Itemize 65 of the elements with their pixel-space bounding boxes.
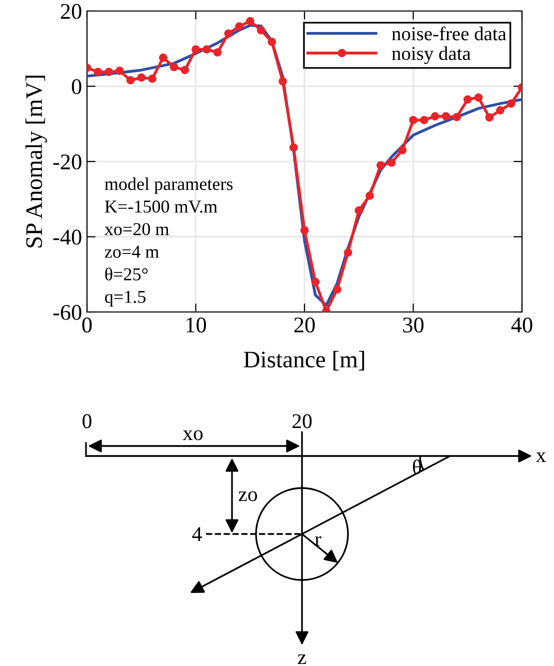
y-tick-label: -20 [53, 154, 82, 170]
point [115, 66, 124, 75]
point [180, 66, 190, 74]
annotation: K=-1500 mV.m [104, 200, 218, 213]
point [485, 113, 494, 122]
point [366, 192, 374, 200]
point [170, 62, 178, 72]
point [496, 106, 504, 114]
point [387, 158, 396, 167]
point [158, 53, 168, 62]
point [376, 161, 385, 170]
point [224, 29, 233, 38]
y-tick-label: -40 [53, 230, 82, 245]
point [268, 38, 276, 46]
legend-label: noise-free data [392, 26, 506, 40]
point [256, 26, 266, 34]
point [148, 74, 156, 83]
y-tick-label: -60 [53, 304, 82, 320]
text: zo [238, 491, 258, 502]
text: z [298, 654, 306, 664]
point [344, 248, 352, 257]
point [289, 143, 298, 152]
point [332, 285, 342, 294]
legend-label: noisy data [392, 46, 471, 64]
annotation: xo=20 m [104, 223, 169, 236]
text: xo [182, 430, 203, 440]
point [213, 48, 222, 57]
point [463, 95, 472, 104]
point [202, 45, 211, 54]
y-axis-title: SP Anomaly [mV] [25, 76, 47, 248]
point [311, 278, 320, 286]
annotation: θ=25° [105, 268, 148, 280]
point [452, 112, 461, 122]
point [235, 22, 244, 31]
x-tick-label: 0 [82, 318, 92, 332]
point [430, 112, 440, 121]
text: 4 [192, 527, 202, 542]
x-tick-label: 30 [403, 318, 424, 332]
point [126, 76, 135, 84]
text: x [536, 452, 546, 462]
y-tick-label: 20 [60, 4, 82, 19]
x-tick-label: 10 [186, 318, 206, 332]
point [137, 73, 146, 82]
point [474, 93, 483, 102]
point [420, 116, 428, 124]
point [354, 206, 364, 215]
point [398, 146, 407, 154]
x-axis-title: Distance [m] [244, 350, 364, 370]
point [246, 16, 254, 26]
text: 0 [82, 414, 92, 428]
point [506, 99, 516, 108]
annotation: zo=4 m [104, 246, 159, 258]
point [94, 68, 102, 76]
x-tick-label: 20 [294, 318, 315, 332]
x-tick-label: 40 [511, 318, 532, 332]
point [278, 77, 287, 86]
y-tick-label: 0 [72, 79, 82, 94]
text: 20 [292, 414, 312, 428]
point [442, 112, 450, 121]
point [409, 116, 418, 124]
point [104, 68, 113, 76]
point [300, 226, 309, 235]
point [192, 45, 200, 54]
annotation: model parameters [104, 177, 233, 194]
annotation: q=1.5 [105, 290, 146, 307]
